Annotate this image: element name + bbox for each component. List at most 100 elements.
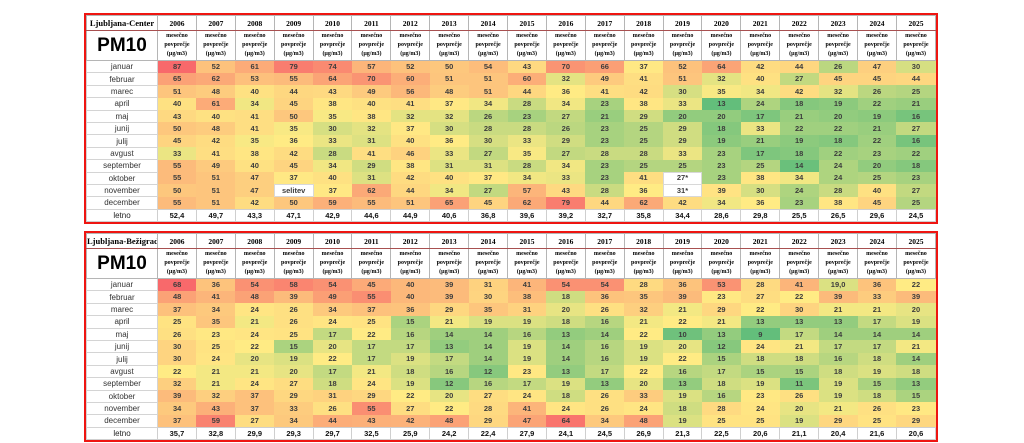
- month-label: februar: [86, 290, 158, 304]
- value-cell: 70: [351, 72, 391, 86]
- annual-value-cell: 35,7: [157, 426, 197, 441]
- month-label: oktober: [86, 389, 158, 403]
- unit-header-line: povprečje: [786, 42, 812, 48]
- unit-header-line: povprečje: [397, 42, 423, 48]
- value-cell: 34: [157, 402, 197, 415]
- table-row: april 25 35 21 26 24 25 15 21 19 19 18 16 21 22 21 13 13 1…: [86, 315, 936, 329]
- value-cell: 64: [546, 414, 586, 428]
- value-cell: 16: [585, 340, 625, 353]
- value-cell: 48: [429, 85, 469, 98]
- year-header: 2019: [662, 15, 703, 31]
- value-cell: 30: [157, 340, 197, 353]
- annual-value-cell: 40,6: [429, 208, 470, 223]
- value-cell: 55: [351, 402, 391, 415]
- unit-header-line: povprečje: [319, 42, 346, 48]
- value-cell: 18: [857, 390, 897, 403]
- unit-header-line: (µg/m3): [283, 51, 304, 57]
- unit-header: mesečno povprečje (µg/m3): [351, 248, 392, 279]
- value-cell: 31: [468, 278, 508, 291]
- table-row: oktober 39 32 37 29 31 29 22 20 27 24 18 26 33 19 16 23 2…: [86, 389, 936, 403]
- annual-value-cell: 44,6: [351, 208, 392, 223]
- unit-header: mesečno povprečje (µg/m3): [895, 30, 937, 61]
- value-cell: 18: [546, 290, 586, 304]
- unit-header-line: mesečno: [438, 33, 461, 39]
- annual-value-cell: 24,5: [895, 208, 937, 223]
- value-cell: 33: [507, 134, 547, 148]
- unit-header-line: povprečje: [864, 42, 890, 48]
- annual-value-cell: 26,5: [818, 208, 859, 223]
- value-cell: 16: [429, 365, 469, 378]
- unit-header: mesečno povprečje (µg/m3): [351, 30, 392, 61]
- value-cell: 53: [235, 72, 275, 86]
- value-cell: 36: [546, 85, 586, 98]
- annual-row: letno 52,4 49,7 43,3 47,1 42,9 44,6 44,9 40,6 36,…: [86, 208, 937, 223]
- value-cell: 26: [468, 110, 508, 123]
- month-label: julij: [86, 352, 158, 366]
- year-header: 2007: [195, 15, 236, 31]
- annual-value-cell: 52,4: [157, 208, 197, 223]
- value-cell: 24: [507, 390, 547, 403]
- value-cell: 25: [663, 159, 702, 173]
- unit-header-line: (µg/m3): [205, 51, 226, 57]
- value-cell: 70: [546, 60, 586, 73]
- value-cell: 49: [351, 85, 391, 98]
- value-cell: 25: [740, 414, 780, 428]
- value-cell: 41: [779, 278, 819, 291]
- annual-value-cell: 21,1: [779, 426, 820, 441]
- value-cell: 28: [468, 122, 508, 135]
- value-cell: 23: [701, 159, 741, 173]
- value-cell: 45: [857, 72, 897, 86]
- value-cell: 50: [274, 110, 314, 123]
- value-cell: 37: [390, 122, 430, 135]
- value-cell: 32: [818, 85, 858, 98]
- value-cell: 52: [663, 60, 702, 73]
- value-cell: 19: [390, 377, 430, 391]
- value-cell: 14: [779, 159, 819, 173]
- value-cell: 19: [818, 390, 858, 403]
- value-cell: 47: [507, 414, 547, 428]
- value-cell: 44: [274, 85, 314, 98]
- value-cell: 39: [429, 278, 469, 291]
- value-cell: 27: [896, 122, 936, 135]
- value-cell: 41: [351, 147, 391, 160]
- pollutant-label: PM10: [86, 248, 158, 279]
- year-header: 2011: [351, 15, 392, 31]
- annual-value-cell: 32,7: [584, 208, 625, 223]
- value-cell: 25: [896, 85, 936, 98]
- value-cell: 26: [585, 303, 625, 316]
- value-cell: 17: [585, 365, 625, 378]
- value-cell: 13: [663, 377, 702, 391]
- value-cell: 24: [740, 340, 780, 353]
- value-cell: 22: [313, 352, 352, 366]
- unit-header-line: mesečno: [866, 251, 888, 257]
- value-cell: 38: [507, 290, 547, 304]
- value-cell: 34: [313, 159, 352, 173]
- value-cell: 37: [351, 303, 391, 316]
- value-cell: 19: [390, 352, 430, 366]
- table-row: julij 30 24 20 19 22 17 19 17 14 19 14 16 19 22 15 18 18 1…: [86, 352, 936, 366]
- unit-header-line: (µg/m3): [750, 51, 771, 57]
- value-cell: 17: [779, 328, 819, 341]
- value-cell: 30: [313, 122, 352, 135]
- value-cell: 21: [896, 97, 936, 111]
- value-cell: 19: [779, 414, 819, 428]
- value-cell: 18: [779, 97, 819, 111]
- value-cell: 41: [235, 110, 275, 123]
- value-cell: 20: [274, 365, 314, 378]
- value-cell: 53: [701, 278, 741, 291]
- value-cell: 39: [896, 290, 936, 304]
- value-cell: 20: [235, 352, 275, 366]
- year-header: 2011: [351, 233, 392, 249]
- unit-header-line: mesečno: [632, 251, 655, 257]
- value-cell: 34: [779, 172, 819, 185]
- year-header: 2009: [273, 15, 314, 31]
- value-cell: 14: [585, 328, 625, 341]
- value-cell: 42: [196, 134, 236, 148]
- unit-header-line: povprečje: [592, 260, 618, 266]
- unit-header-line: povprečje: [242, 260, 268, 266]
- year-header: 2023: [818, 233, 859, 249]
- value-cell: 22: [818, 122, 858, 135]
- unit-header-line: povprečje: [669, 260, 696, 266]
- value-cell: 30: [468, 290, 508, 304]
- annual-value-cell: 20,6: [895, 426, 937, 441]
